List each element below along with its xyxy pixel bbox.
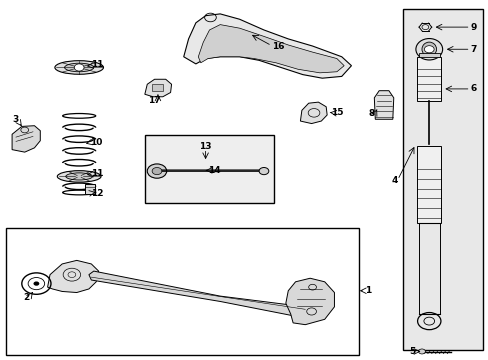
Polygon shape (12, 126, 40, 152)
Text: 4: 4 (390, 176, 397, 185)
Text: 10: 10 (90, 138, 102, 147)
Bar (144, 135, 273, 203)
Text: 13: 13 (199, 141, 211, 150)
Polygon shape (144, 79, 171, 97)
Ellipse shape (415, 39, 442, 60)
Text: 11: 11 (91, 169, 103, 178)
Circle shape (259, 167, 268, 175)
Bar (402, 9, 482, 350)
Ellipse shape (64, 63, 94, 72)
Polygon shape (285, 278, 334, 325)
Text: 8: 8 (368, 109, 374, 118)
Circle shape (424, 46, 433, 53)
Text: 7: 7 (470, 45, 476, 54)
Text: 9: 9 (470, 23, 476, 32)
Circle shape (418, 349, 425, 354)
Ellipse shape (421, 42, 436, 57)
Bar (85, 184, 95, 194)
Polygon shape (183, 14, 351, 78)
Circle shape (152, 167, 162, 175)
Bar (6, 228, 358, 355)
Circle shape (33, 282, 39, 286)
Bar (418, 53, 439, 57)
Polygon shape (198, 24, 344, 73)
Ellipse shape (66, 173, 92, 180)
Text: 6: 6 (470, 84, 476, 93)
Circle shape (74, 64, 84, 71)
Text: 3: 3 (12, 116, 18, 125)
Text: 2: 2 (23, 293, 30, 302)
Polygon shape (300, 102, 326, 123)
Polygon shape (47, 260, 99, 293)
Bar (152, 84, 163, 91)
Circle shape (147, 164, 166, 178)
Polygon shape (89, 271, 305, 316)
Polygon shape (373, 91, 393, 119)
Text: 17: 17 (148, 96, 161, 105)
Text: 16: 16 (272, 41, 284, 50)
Ellipse shape (55, 61, 103, 74)
Text: 14: 14 (207, 166, 220, 175)
Text: 5: 5 (408, 347, 414, 356)
Text: 15: 15 (330, 108, 343, 117)
Ellipse shape (57, 171, 101, 182)
Bar (416, 146, 441, 223)
Text: 11: 11 (91, 60, 103, 69)
Text: 1: 1 (365, 286, 371, 295)
Text: 12: 12 (91, 189, 103, 198)
Bar (416, 57, 441, 102)
